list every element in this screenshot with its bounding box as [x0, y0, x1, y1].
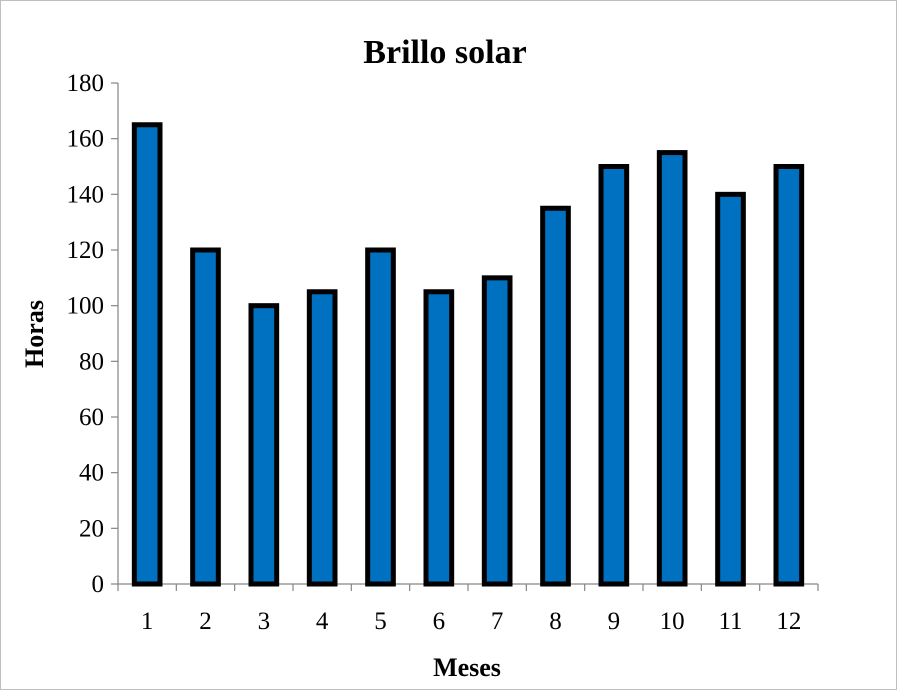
y-tick-label: 180: [67, 70, 105, 97]
y-tick-label: 100: [67, 293, 105, 320]
x-tick-label: 11: [718, 608, 742, 635]
x-tick-label: 3: [258, 608, 271, 635]
y-tick-label: 60: [79, 404, 104, 431]
y-tick-label: 160: [67, 126, 105, 153]
bar: [248, 303, 280, 587]
x-axis-label: Meses: [433, 653, 501, 682]
bar: [365, 247, 396, 587]
y-tick-label: 20: [79, 515, 104, 542]
y-tick-label: 140: [67, 181, 105, 208]
y-axis-label: Horas: [20, 300, 49, 368]
bar: [306, 289, 338, 587]
bar: [190, 247, 221, 587]
y-tick-label: 0: [92, 571, 105, 598]
bar: [131, 122, 163, 587]
bar: [715, 191, 746, 587]
x-tick-label: 6: [433, 608, 446, 635]
x-tick-label: 9: [608, 608, 621, 635]
x-tick-label: 4: [316, 608, 329, 635]
bar: [656, 150, 688, 587]
x-tick-label: 10: [660, 608, 685, 635]
bar: [773, 164, 805, 587]
x-tick-label: 1: [141, 608, 154, 635]
bar: [540, 205, 571, 587]
x-tick-label: 7: [491, 608, 504, 635]
y-tick-label: 80: [79, 348, 104, 375]
y-tick-label: 120: [67, 237, 105, 264]
y-tick-label: 40: [79, 460, 104, 487]
x-tick-label: 8: [549, 608, 562, 635]
bar: [481, 275, 513, 587]
bar: [598, 164, 630, 587]
chart-title: Brillo solar: [363, 34, 526, 71]
y-ticks: 0 20 40 60 80 100 120 140 160 180: [67, 70, 118, 598]
x-tick-label: 12: [776, 608, 801, 635]
bar: [423, 289, 455, 587]
x-tick-label: 2: [199, 608, 212, 635]
bars: [131, 122, 805, 587]
x-tick-label: 5: [374, 608, 387, 635]
x-ticks: 1 2 3 4 5 6 7 8 9 10 11 12: [117, 584, 819, 635]
